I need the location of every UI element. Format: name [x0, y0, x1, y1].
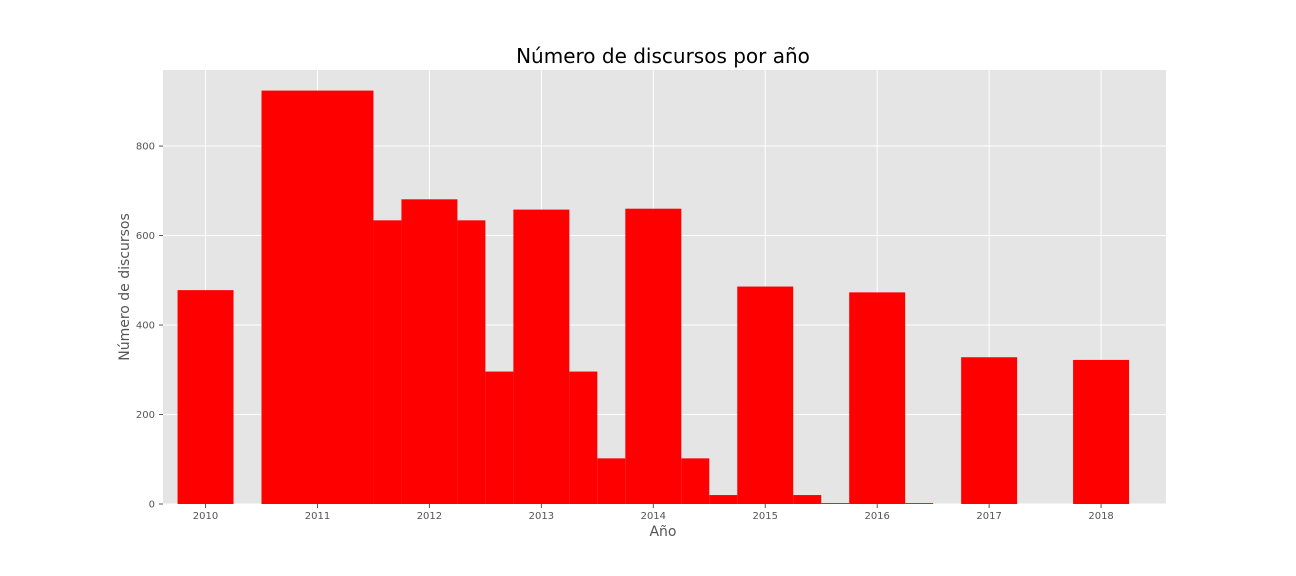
x-tick-label: 2014 — [641, 511, 666, 522]
bar — [1073, 359, 1130, 504]
y-tick-label: 0 — [149, 500, 155, 511]
bar — [709, 495, 738, 504]
chart-title: Número de discursos por año — [516, 44, 810, 68]
x-tick-label: 2016 — [864, 511, 889, 522]
y-tick-label: 400 — [136, 321, 155, 332]
x-tick-label: 2010 — [193, 511, 218, 522]
bar — [597, 458, 626, 504]
bar — [373, 220, 402, 504]
x-tick-label: 2011 — [305, 511, 330, 522]
y-ticks: 0 200 400 600 800 — [136, 142, 163, 511]
bar — [737, 286, 794, 504]
bar — [177, 290, 234, 504]
x-tick-label: 2012 — [417, 511, 442, 522]
bar — [961, 357, 1018, 504]
bar — [821, 503, 850, 504]
y-axis-label: Número de discursos — [117, 213, 133, 361]
y-tick-label: 600 — [136, 231, 155, 242]
x-ticks: 2010 2011 2012 2013 2014 2015 2016 2017 2018 — [193, 504, 1114, 522]
y-tick-label: 800 — [136, 142, 155, 153]
x-tick-label: 2017 — [976, 511, 1001, 522]
bars — [177, 90, 1130, 504]
bar — [849, 292, 906, 504]
bar — [485, 371, 514, 504]
y-tick-label: 200 — [136, 410, 155, 421]
x-axis-label: Año — [649, 524, 676, 540]
bar — [513, 209, 570, 504]
x-tick-label: 2015 — [753, 511, 778, 522]
bar — [905, 503, 934, 504]
bar — [401, 199, 458, 504]
bar — [681, 458, 710, 504]
bar — [457, 220, 486, 504]
bar — [625, 208, 682, 504]
bar — [261, 90, 374, 504]
x-tick-label: 2013 — [529, 511, 554, 522]
x-tick-label: 2018 — [1088, 511, 1113, 522]
bar — [569, 371, 598, 504]
bar — [793, 495, 822, 504]
